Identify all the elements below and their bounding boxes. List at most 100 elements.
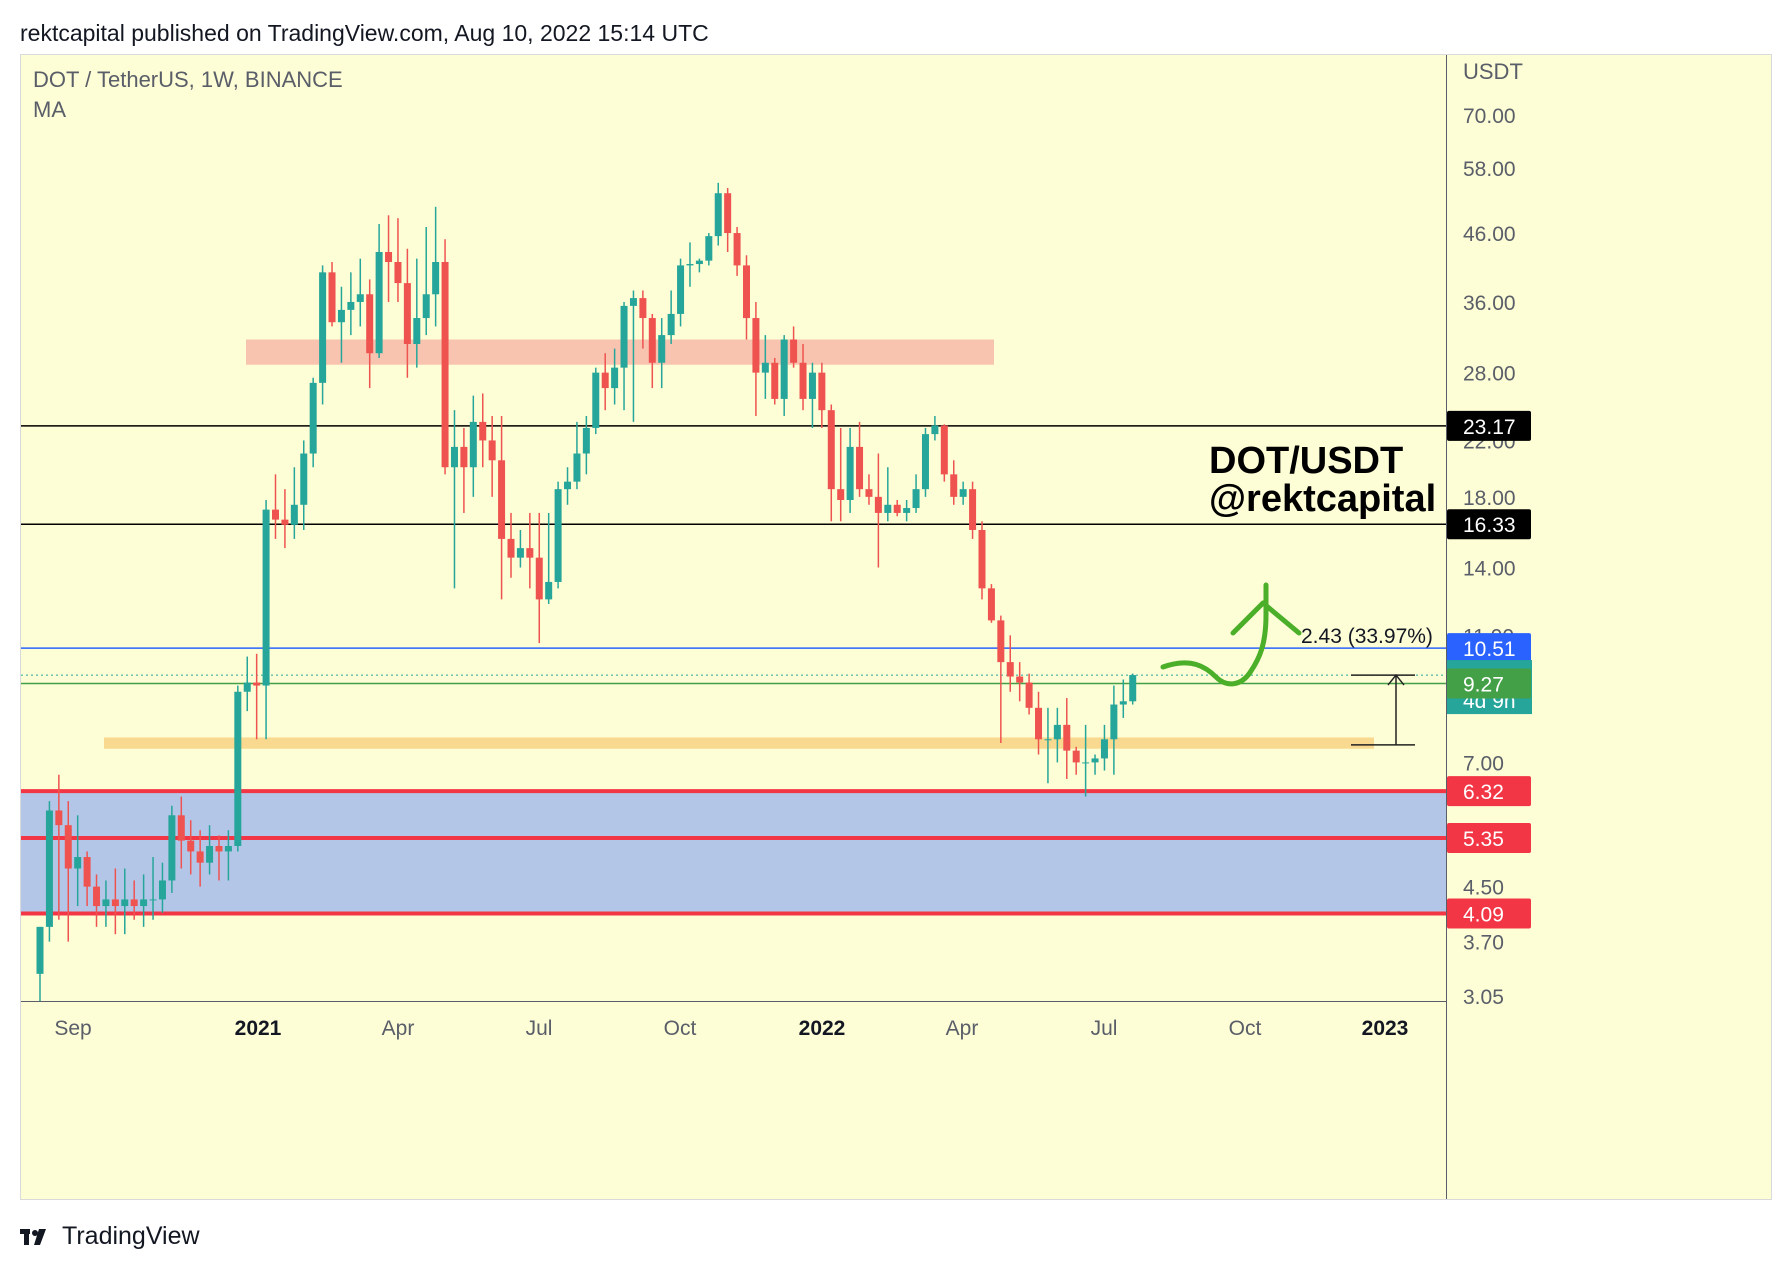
candle-body-4 bbox=[74, 857, 82, 869]
candle-body-12 bbox=[149, 899, 157, 901]
candle-body-5 bbox=[83, 857, 91, 887]
candle-48 bbox=[488, 415, 496, 497]
candle-89 bbox=[874, 453, 882, 568]
price-label-bg-1 bbox=[1447, 509, 1531, 540]
candle-body-95 bbox=[931, 425, 939, 435]
candle-84 bbox=[827, 404, 835, 522]
candle-body-76 bbox=[752, 318, 760, 373]
candle-body-69 bbox=[686, 264, 694, 266]
candle-11 bbox=[140, 874, 148, 927]
price-tick-7: 14.00 bbox=[1463, 558, 1516, 581]
candle-107 bbox=[1044, 707, 1052, 784]
candle-72 bbox=[714, 182, 722, 246]
candle-body-11 bbox=[140, 899, 148, 907]
candle-47 bbox=[479, 393, 487, 468]
candle-body-44 bbox=[450, 446, 458, 468]
projection-arrow-head bbox=[1230, 600, 1302, 636]
price-label-5: 6.32 bbox=[1463, 781, 1504, 804]
price-tick-3: 36.00 bbox=[1463, 292, 1516, 315]
candle-body-99 bbox=[969, 489, 977, 530]
candle-body-107 bbox=[1044, 739, 1052, 741]
candle-59 bbox=[592, 367, 600, 435]
candle-6 bbox=[93, 874, 101, 927]
candle-17 bbox=[196, 830, 204, 887]
candle-57 bbox=[573, 421, 581, 490]
candle-body-49 bbox=[498, 460, 506, 539]
orange-support-line bbox=[104, 737, 1374, 749]
candle-36 bbox=[375, 224, 383, 358]
candle-33 bbox=[347, 272, 355, 336]
candle-63 bbox=[629, 290, 637, 422]
price-label-7: 4.09 bbox=[1463, 904, 1504, 927]
candle-body-57 bbox=[573, 453, 581, 482]
candle-body-105 bbox=[1025, 682, 1033, 708]
price-label-2: 10.51 bbox=[1463, 638, 1516, 661]
candle-body-61 bbox=[611, 367, 619, 389]
candle-body-64 bbox=[639, 298, 647, 319]
candle-64 bbox=[639, 290, 647, 349]
candle-99 bbox=[969, 481, 977, 539]
candle-19 bbox=[215, 835, 223, 881]
candle-111 bbox=[1082, 724, 1090, 797]
candle-body-56 bbox=[564, 481, 572, 490]
price-label-bg-6 bbox=[1447, 822, 1531, 853]
candle-13 bbox=[158, 862, 166, 913]
measure-arrow-icon bbox=[1387, 673, 1405, 686]
footer-brand[interactable]: TradingView bbox=[62, 1222, 200, 1250]
candle-body-67 bbox=[667, 313, 675, 336]
candle-97 bbox=[950, 460, 958, 505]
candle-body-60 bbox=[601, 372, 609, 389]
candle-10 bbox=[130, 880, 138, 920]
candle-86 bbox=[846, 427, 854, 513]
price-label-0: 23.17 bbox=[1463, 416, 1516, 439]
candle-body-114 bbox=[1110, 704, 1118, 740]
candles-layer bbox=[36, 182, 1137, 1001]
time-tick-0: Sep bbox=[54, 1017, 91, 1040]
candle-74 bbox=[733, 227, 741, 276]
candle-20 bbox=[224, 830, 232, 881]
chart-frame[interactable]: 2.43 (33.97%) DOT / TetherUS, 1W, BINANC… bbox=[20, 54, 1772, 1200]
candlestick-chart[interactable]: 2.43 (33.97%) DOT / TetherUS, 1W, BINANC… bbox=[21, 55, 1771, 1199]
candle-body-80 bbox=[790, 339, 798, 363]
candle-24 bbox=[262, 500, 270, 740]
candle-body-6 bbox=[93, 886, 101, 907]
candle-body-13 bbox=[158, 880, 166, 900]
candle-0 bbox=[36, 926, 44, 1001]
candle-body-90 bbox=[884, 504, 892, 513]
candle-35 bbox=[366, 279, 374, 389]
candle-7 bbox=[102, 880, 110, 927]
candle-body-34 bbox=[356, 294, 364, 302]
candle-body-14 bbox=[168, 815, 176, 881]
candle-22 bbox=[243, 656, 251, 712]
candle-85 bbox=[837, 427, 845, 522]
candle-body-35 bbox=[366, 294, 374, 354]
candle-104 bbox=[1016, 662, 1024, 702]
candle-54 bbox=[545, 512, 553, 604]
candle-101 bbox=[987, 584, 995, 623]
projection-arrow-path bbox=[1160, 582, 1269, 687]
candle-body-37 bbox=[385, 252, 393, 262]
candle-body-104 bbox=[1016, 676, 1024, 683]
price-tick-12: 3.05 bbox=[1463, 986, 1504, 1009]
price-tick-1: 58.00 bbox=[1463, 158, 1516, 181]
candle-body-74 bbox=[733, 233, 741, 266]
candle-12 bbox=[149, 857, 157, 920]
candle-body-26 bbox=[281, 519, 289, 525]
candle-body-16 bbox=[187, 840, 195, 852]
candle-body-88 bbox=[865, 489, 873, 497]
candle-body-28 bbox=[300, 453, 308, 505]
time-tick-2: Apr bbox=[382, 1017, 415, 1040]
candle-body-7 bbox=[102, 899, 110, 907]
candle-105 bbox=[1025, 673, 1033, 715]
candle-body-43 bbox=[441, 261, 449, 468]
candle-body-17 bbox=[196, 851, 204, 863]
candle-body-115 bbox=[1119, 701, 1127, 705]
candle-75 bbox=[743, 255, 750, 340]
candle-body-68 bbox=[677, 265, 685, 314]
candle-body-15 bbox=[177, 815, 185, 841]
candle-body-21 bbox=[234, 691, 242, 846]
watermark: DOT/USDT @rektcapital bbox=[1209, 440, 1436, 520]
candle-body-3 bbox=[64, 825, 72, 869]
candle-67 bbox=[667, 290, 675, 345]
candle-body-87 bbox=[856, 446, 864, 490]
